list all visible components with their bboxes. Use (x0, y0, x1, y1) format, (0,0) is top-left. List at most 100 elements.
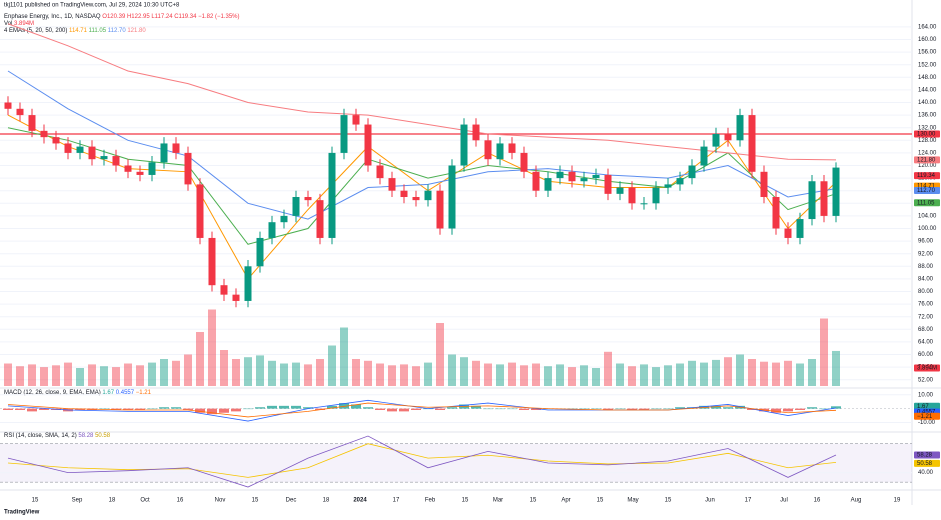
volume-value: 3.894M (14, 21, 34, 27)
y-tick-label: 148.00 (918, 75, 937, 81)
price-tag (914, 451, 940, 459)
price-tag-label: 112.70 (917, 188, 936, 194)
macd-histogram (3, 408, 13, 410)
candle-body (808, 181, 816, 220)
macd-histogram (507, 408, 517, 410)
candle-body (460, 124, 468, 166)
candle-body (184, 152, 192, 185)
macd-histogram (363, 407, 373, 409)
candle-body (820, 181, 828, 216)
candle-body (4, 102, 12, 109)
candle-body (424, 190, 432, 201)
x-tick-label: Dec (286, 498, 297, 504)
candle-body (196, 184, 204, 238)
price-tag-label: 130.00 (917, 132, 936, 138)
x-tick-label: 17 (393, 498, 400, 504)
price-tag-label: 119.34 (917, 173, 936, 179)
y-tick-label: 76.00 (918, 302, 934, 308)
macd-histogram (663, 408, 673, 410)
price-tag-label: 111.05 (917, 200, 935, 206)
volume-bar (256, 355, 264, 386)
candle-body (268, 222, 276, 238)
volume-bar (820, 318, 828, 386)
volume-bar (172, 360, 180, 386)
candle-body (520, 152, 528, 172)
symbol-line: Enphase Energy, Inc., 1D, NASDAQ O120.39… (4, 14, 240, 20)
y-tick-label: 10.00 (918, 392, 934, 398)
volume-bar (388, 365, 396, 386)
x-tick-label: Sep (72, 498, 83, 504)
candle-body (64, 143, 72, 153)
candle-body (448, 165, 456, 229)
volume-bar (88, 364, 96, 386)
volume-bar (208, 309, 216, 386)
price-tag (914, 412, 940, 420)
volume-bar (472, 360, 480, 386)
macd-histogram (795, 408, 805, 410)
volume-bar (376, 363, 384, 386)
volume-bar (340, 327, 348, 386)
volume-bar (352, 359, 360, 386)
x-tick-label: 15 (530, 498, 537, 504)
volume-bar (724, 357, 732, 386)
x-tick-label: 16 (177, 498, 184, 504)
ema-line (7, 23, 837, 161)
volume-bar (436, 323, 444, 386)
candle-body (568, 171, 576, 182)
candle-body (784, 228, 792, 238)
x-tick-label: 17 (745, 498, 752, 504)
volume-bar (652, 367, 660, 386)
candle-body (316, 200, 324, 238)
macd-histogram (831, 406, 841, 409)
macd-histogram (579, 408, 589, 410)
y-tick-label: 52.00 (918, 377, 934, 383)
macd-histogram (819, 408, 829, 410)
candle-body (292, 197, 300, 216)
y-tick-label: 156.00 (918, 50, 937, 56)
price-tag-label: 0.4557 (917, 410, 936, 416)
volume-bar (712, 359, 720, 386)
candle-body (340, 115, 348, 153)
volume-bar (748, 359, 756, 386)
y-tick-label: -10.00 (918, 420, 936, 426)
macd-histogram (399, 408, 409, 412)
macd-histogram (207, 408, 217, 415)
macd-histogram (531, 408, 541, 410)
macd-histogram (243, 408, 253, 410)
macd-name: MACD (12, 26, close, 9, EMA, EMA) (4, 390, 101, 396)
x-tick-label: May (627, 498, 638, 504)
volume-bar (100, 366, 108, 386)
volume-bar (412, 366, 420, 386)
candle-body (772, 197, 780, 229)
macd-histogram (75, 408, 85, 410)
x-tick-label: Nov (215, 498, 226, 504)
candle-body (580, 178, 588, 182)
volume-bar (148, 362, 156, 386)
candle-body (436, 190, 444, 229)
x-tick-label: Jun (705, 498, 715, 504)
volume-bar (220, 350, 228, 386)
candle-body (556, 171, 564, 179)
volume-bar (832, 350, 840, 386)
macd-histogram (159, 407, 169, 409)
macd-histogram (711, 405, 721, 409)
y-tick-label: 84.00 (918, 276, 934, 282)
candle-body (376, 165, 384, 179)
ema-value: 112.70 (108, 28, 127, 34)
volume-bar (244, 357, 252, 386)
x-tick-label: 2024 (353, 498, 367, 504)
macd-legend: MACD (12, 26, close, 9, EMA, EMA) 1.67 0… (4, 390, 152, 396)
volume-bar (316, 359, 324, 386)
ohlc: O120.39 H122.95 L117.24 C119.34 −1.82 (−… (102, 14, 239, 20)
candle-body (412, 197, 420, 201)
candle-body (112, 156, 120, 166)
footer-logo: TradingView (4, 510, 40, 516)
macd-histogram (783, 408, 793, 412)
published: tkj1101 published on TradingView.com, Ju… (4, 3, 180, 9)
macd-histogram (171, 407, 181, 409)
x-tick-label: Feb (425, 498, 436, 504)
y-tick-label: 136.00 (918, 113, 937, 119)
volume-bar (520, 365, 528, 386)
volume-bar (628, 366, 636, 386)
